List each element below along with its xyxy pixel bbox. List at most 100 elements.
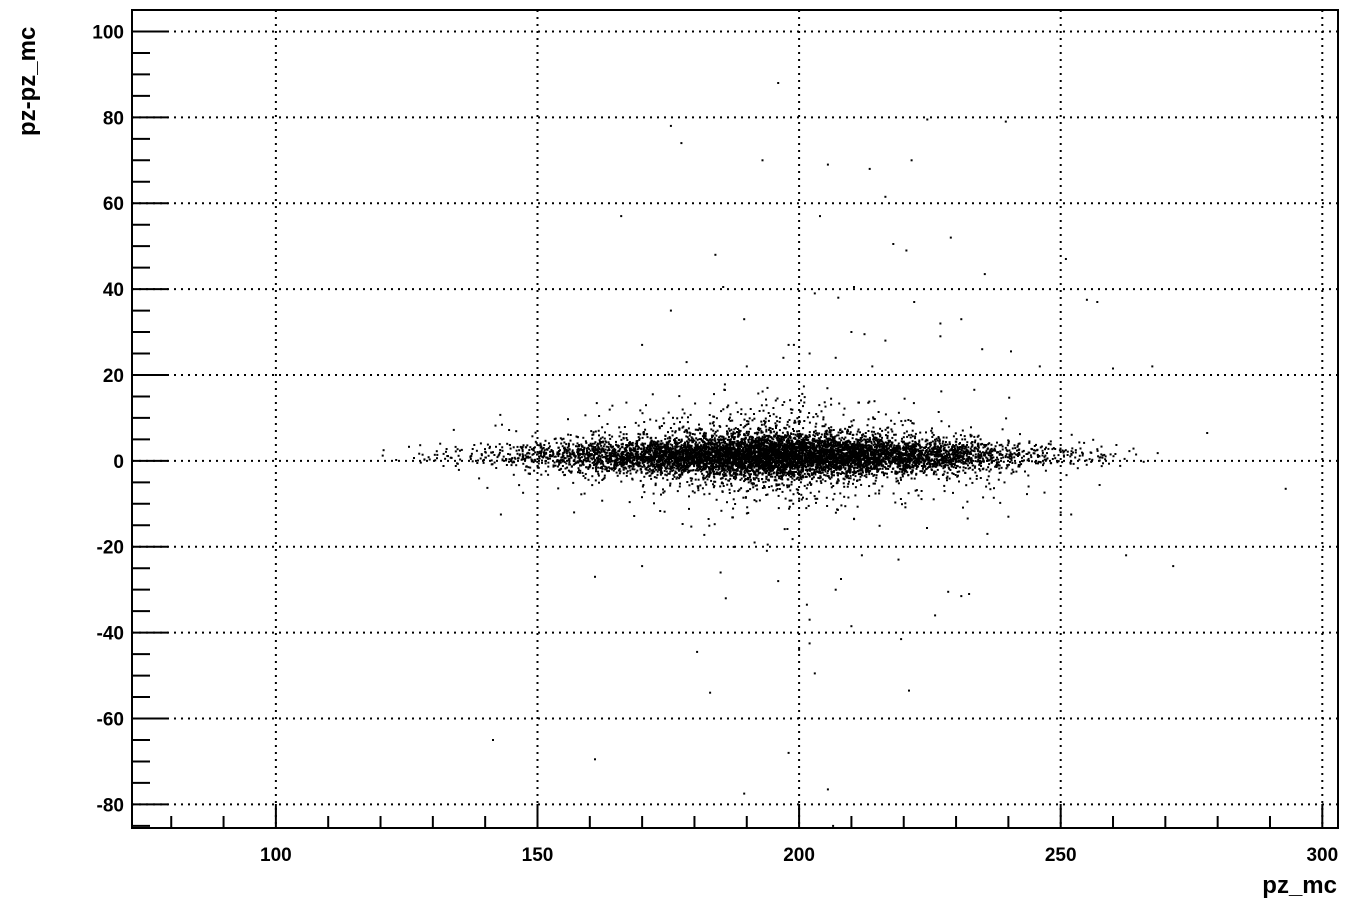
data-point [624, 454, 627, 457]
data-point [952, 491, 954, 494]
data-point [956, 465, 959, 468]
data-point [1005, 417, 1008, 420]
data-point [742, 426, 745, 429]
data-point [671, 460, 674, 463]
data-point [587, 446, 590, 449]
data-point [791, 452, 794, 455]
data-point [382, 449, 385, 452]
data-point [715, 498, 718, 501]
data-point [562, 451, 565, 454]
data-point [776, 488, 779, 490]
data-point [1015, 470, 1018, 473]
data-point [801, 441, 803, 444]
data-point [649, 418, 652, 421]
data-point [1021, 450, 1024, 453]
data-point [653, 454, 656, 457]
data-point [915, 449, 917, 452]
data-point [1099, 456, 1102, 459]
data-point [886, 435, 889, 438]
data-point [593, 450, 596, 453]
data-point [625, 471, 628, 474]
data-point [875, 449, 878, 452]
data-point [786, 449, 789, 452]
data-point [873, 467, 876, 470]
data-point [876, 446, 878, 449]
data-point [913, 444, 916, 447]
data-point [735, 452, 738, 455]
data-point [652, 468, 655, 471]
data-point [509, 447, 512, 450]
data-point [892, 460, 895, 463]
data-point [613, 464, 616, 466]
data-point [655, 452, 658, 455]
data-point [596, 462, 599, 465]
data-point [809, 491, 812, 494]
data-point [852, 462, 855, 465]
data-point [588, 466, 591, 469]
data-point [834, 442, 837, 444]
data-point [966, 444, 968, 446]
data-point [739, 429, 742, 432]
data-point [747, 478, 750, 481]
data-point [895, 480, 898, 483]
data-point [874, 436, 877, 439]
data-point [539, 442, 542, 445]
data-point [753, 473, 756, 476]
data-point [775, 427, 777, 429]
data-point [945, 459, 948, 461]
data-point [803, 465, 805, 467]
data-point [959, 466, 962, 469]
data-point [757, 480, 760, 482]
data-point [1016, 445, 1019, 448]
data-point [870, 456, 873, 459]
data-point [897, 458, 900, 461]
data-point [752, 458, 755, 461]
data-point [829, 435, 832, 438]
data-point [706, 462, 709, 465]
data-point [576, 442, 579, 445]
data-point [743, 469, 746, 472]
data-point [724, 465, 727, 468]
data-point [956, 470, 959, 473]
data-point [802, 442, 805, 445]
data-point [839, 428, 842, 431]
data-point [603, 455, 606, 458]
data-point [512, 473, 515, 476]
data-point [922, 449, 924, 452]
data-point [862, 471, 864, 474]
data-point [722, 440, 725, 443]
data-point [926, 527, 928, 529]
data-point [690, 444, 693, 447]
data-point [700, 455, 703, 458]
data-point [638, 438, 641, 441]
data-point [790, 483, 793, 486]
data-point [539, 443, 542, 446]
data-point [1044, 459, 1047, 462]
data-point [593, 461, 595, 464]
data-point [762, 409, 765, 412]
data-point [697, 487, 700, 489]
data-point [975, 474, 978, 477]
data-point [536, 465, 539, 468]
data-point [395, 459, 398, 461]
data-point [674, 430, 677, 433]
data-point [880, 463, 883, 466]
data-point [650, 469, 653, 472]
data-point [702, 478, 705, 481]
data-point [948, 425, 951, 428]
data-point [716, 441, 719, 444]
data-point [479, 442, 482, 445]
data-point [1010, 456, 1013, 459]
data-point [846, 449, 849, 452]
data-point [610, 467, 613, 470]
data-point [865, 463, 868, 466]
data-point [804, 469, 807, 472]
data-point [965, 459, 968, 462]
data-point [577, 447, 580, 450]
data-point [603, 443, 606, 446]
data-point [681, 408, 684, 411]
data-point [590, 445, 593, 448]
data-point [802, 437, 805, 440]
data-point [804, 462, 807, 465]
data-point [904, 419, 907, 422]
